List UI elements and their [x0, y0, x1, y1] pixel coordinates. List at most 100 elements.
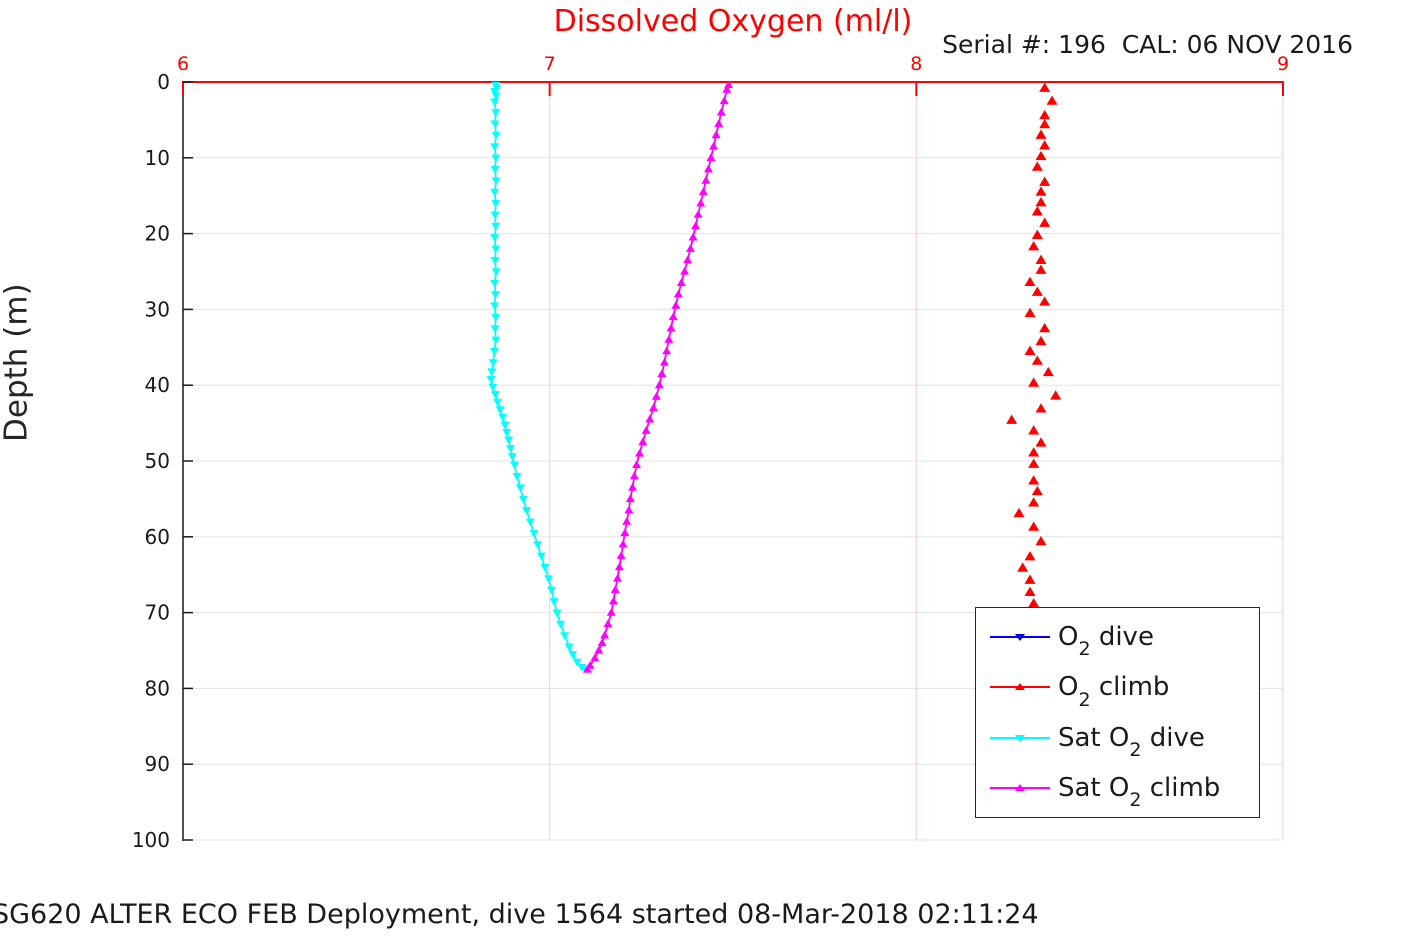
- series-marker-o2-climb-icon: [1039, 140, 1051, 150]
- series-marker-sat-o2-climb-icon: [628, 483, 638, 491]
- x-tick-label: 6: [177, 53, 189, 75]
- series-marker-sat-o2-climb-icon: [719, 96, 729, 105]
- legend-label: O2 dive: [1058, 622, 1154, 661]
- series-marker-sat-o2-climb-icon: [629, 471, 639, 480]
- series-marker-o2-climb-icon: [1035, 150, 1047, 161]
- series-marker-sat-o2-dive-icon: [491, 222, 501, 231]
- legend: O2 dive O2 climb Sat O2 dive Sat O2 clim…: [975, 607, 1260, 818]
- series-marker-o2-climb-icon: [1046, 95, 1058, 105]
- legend-label: O2 climb: [1058, 672, 1170, 711]
- series-marker-sat-o2-climb-icon: [616, 551, 626, 559]
- series-marker-sat-o2-dive-icon: [568, 651, 578, 659]
- series-marker-sat-o2-dive-icon: [512, 473, 522, 481]
- legend-item-o2-climb: O2 climb: [988, 672, 1259, 711]
- legend-item-sat-o2-climb: Sat O2 climb: [988, 772, 1259, 812]
- series-marker-sat-o2-climb-icon: [685, 244, 695, 252]
- series-marker-o2-climb-icon: [1035, 437, 1047, 447]
- series-marker-sat-o2-dive-icon: [504, 436, 514, 445]
- series-marker-o2-climb-icon: [1039, 109, 1051, 120]
- series-marker-sat-o2-dive-icon: [487, 368, 497, 377]
- series-marker-o2-climb-icon: [1028, 240, 1040, 251]
- series-marker-sat-o2-climb-icon: [698, 187, 708, 196]
- series-marker-sat-o2-climb-icon: [618, 539, 628, 548]
- series-marker-sat-o2-dive-icon: [490, 120, 500, 129]
- series-marker-sat-o2-dive-icon: [489, 347, 499, 356]
- series-marker-sat-o2-dive-icon: [556, 620, 566, 629]
- series-marker-o2-climb-icon: [1028, 447, 1040, 457]
- series-marker-sat-o2-dive-icon: [498, 413, 508, 422]
- series-marker-o2-climb-icon: [1050, 390, 1062, 400]
- series-marker-o2-climb-icon: [1024, 551, 1036, 561]
- series-marker-o2-climb-icon: [1039, 82, 1051, 92]
- series-marker-sat-o2-climb-icon: [608, 596, 618, 605]
- series-marker-sat-o2-dive-icon: [490, 391, 500, 399]
- series-marker-o2-climb-icon: [1024, 586, 1036, 596]
- series-marker-sat-o2-dive-icon: [500, 421, 510, 430]
- series-marker-sat-o2-climb-icon: [680, 267, 690, 275]
- y-tick-label: 30: [145, 297, 170, 321]
- series-marker-o2-climb-icon: [1035, 254, 1047, 264]
- x-tick-label: 8: [910, 53, 922, 75]
- series-marker-sat-o2-climb-icon: [683, 255, 693, 264]
- series-marker-sat-o2-climb-icon: [676, 278, 686, 287]
- series-marker-sat-o2-dive-icon: [560, 632, 570, 640]
- series-marker-sat-o2-climb-icon: [714, 119, 724, 127]
- legend-label: Sat O2 climb: [1058, 772, 1221, 812]
- series-marker-o2-climb-icon: [1039, 322, 1051, 333]
- legend-marker-sat-o2-dive-icon: [990, 734, 1050, 742]
- series-marker-o2-climb-icon: [1028, 475, 1040, 485]
- series-marker-sat-o2-climb-icon: [711, 130, 721, 139]
- serial-annotation: Serial #: 196 CAL: 06 NOV 2016: [942, 30, 1353, 59]
- series-marker-sat-o2-climb-icon: [590, 653, 600, 662]
- series-marker-sat-o2-dive-icon: [507, 453, 517, 461]
- series-marker-sat-o2-climb-icon: [597, 638, 607, 647]
- series-marker-sat-o2-dive-icon: [522, 507, 532, 515]
- y-tick-label: 50: [145, 449, 170, 473]
- series-marker-sat-o2-climb-icon: [722, 85, 732, 93]
- series-marker-sat-o2-climb-icon: [638, 437, 648, 446]
- series-marker-o2-climb-icon: [1028, 377, 1040, 387]
- series-marker-sat-o2-climb-icon: [662, 346, 672, 355]
- series-marker-sat-o2-dive-icon: [509, 461, 519, 470]
- series-marker-sat-o2-climb-icon: [603, 619, 613, 628]
- series-marker-sat-o2-dive-icon: [490, 188, 500, 197]
- series-marker-sat-o2-dive-icon: [490, 256, 500, 265]
- series-marker-sat-o2-dive-icon: [518, 495, 528, 504]
- series-marker-sat-o2-dive-icon: [577, 664, 587, 672]
- series-marker-sat-o2-climb-icon: [641, 426, 651, 434]
- y-tick-label: 10: [145, 146, 170, 170]
- series-marker-sat-o2-climb-icon: [666, 323, 676, 332]
- series-marker-sat-o2-climb-icon: [648, 403, 658, 412]
- series-line-sat-o2-dive: [490, 84, 587, 671]
- y-tick-label: 70: [145, 601, 170, 625]
- series-marker-o2-climb-icon: [1031, 355, 1043, 365]
- series-marker-sat-o2-climb-icon: [654, 380, 664, 389]
- series-marker-o2-climb-icon: [1031, 485, 1043, 496]
- series-marker-o2-climb-icon: [1031, 161, 1043, 171]
- x-tick-label: 9: [1277, 53, 1289, 75]
- legend-item-o2-dive: O2 dive: [988, 622, 1259, 661]
- series-marker-sat-o2-climb-icon: [657, 369, 667, 377]
- series-marker-sat-o2-climb-icon: [688, 232, 698, 241]
- series-marker-o2-climb-icon: [1017, 562, 1029, 572]
- series-marker-sat-o2-climb-icon: [696, 198, 706, 207]
- series-marker-sat-o2-climb-icon: [673, 289, 683, 298]
- series-marker-sat-o2-dive-icon: [564, 643, 574, 652]
- series-marker-sat-o2-dive-icon: [490, 143, 500, 151]
- series-marker-sat-o2-dive-icon: [488, 359, 498, 367]
- series-marker-sat-o2-dive-icon: [493, 398, 503, 407]
- series-marker-o2-climb-icon: [1024, 345, 1036, 355]
- series-marker-sat-o2-climb-icon: [594, 646, 604, 654]
- series-marker-sat-o2-dive-icon: [529, 529, 539, 538]
- series-marker-sat-o2-climb-icon: [600, 630, 610, 639]
- series-marker-sat-o2-dive-icon: [490, 87, 500, 96]
- series-marker-o2-climb-icon: [1024, 276, 1036, 286]
- series-marker-sat-o2-climb-icon: [671, 301, 681, 309]
- y-tick-label: 0: [157, 70, 170, 94]
- series-marker-sat-o2-climb-icon: [606, 608, 616, 616]
- legend-item-sat-o2-dive: Sat O2 dive: [988, 723, 1259, 759]
- y-tick-label: 20: [145, 222, 170, 246]
- series-marker-sat-o2-climb-icon: [703, 164, 713, 173]
- series-marker-sat-o2-climb-icon: [585, 661, 595, 669]
